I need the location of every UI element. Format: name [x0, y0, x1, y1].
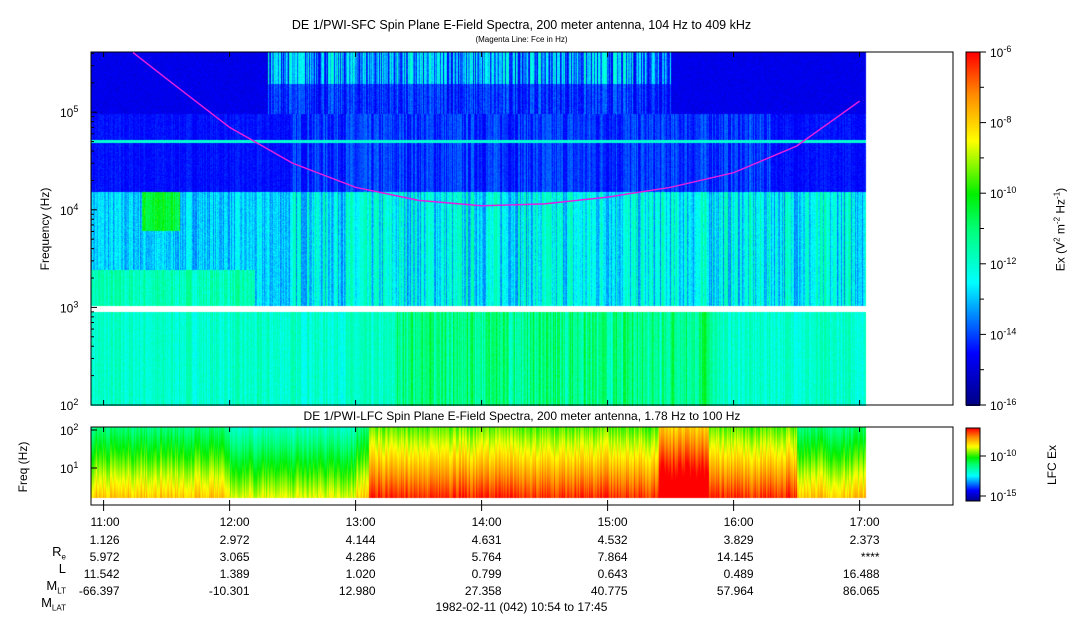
ephemeris-cell: 16:00 — [723, 515, 754, 529]
lfc-colorbar-frame — [965, 427, 981, 502]
ephemeris-cell: 11:00 — [90, 515, 120, 529]
ephemeris-cell: 27.358 — [464, 584, 502, 598]
ephemeris-cell: 2.373 — [849, 533, 880, 547]
sfc-title: DE 1/PWI-SFC Spin Plane E-Field Spectra,… — [291, 18, 752, 32]
sfc-ytick-label: 103 — [60, 299, 78, 315]
ephemeris-cell: 1.389 — [219, 567, 250, 581]
ephemeris-cell: 4.532 — [597, 533, 628, 547]
sfc-spectrogram — [91, 52, 953, 406]
sfc-ytick-label: 102 — [60, 397, 78, 413]
sfc-colorbar-frame — [965, 51, 981, 406]
colorbar-tick-label: 10-16 — [990, 397, 1016, 413]
ephemeris-cell: 0.643 — [597, 567, 628, 581]
lfc-ytick-label: 101 — [60, 460, 78, 476]
ephemeris-cell: -66.397 — [78, 584, 120, 598]
ephemeris-label-mlat: MLAT — [41, 595, 66, 613]
colorbar-tick-label: 10-10 — [990, 185, 1016, 201]
ephemeris-cell: 7.864 — [597, 550, 628, 564]
ephemeris-cell: 3.065 — [219, 550, 250, 564]
ephemeris-label-re: Re — [52, 544, 66, 562]
sfc-ytick-label: 104 — [60, 202, 78, 218]
ephemeris-cell: 1.126 — [89, 533, 120, 547]
ephemeris-cell: 40.775 — [590, 584, 628, 598]
lfc-frame — [90, 426, 954, 506]
ephemeris-cell: 3.829 — [723, 533, 754, 547]
colorbar-tick-label: 10-8 — [990, 115, 1011, 131]
ephemeris-cell: 14.145 — [716, 550, 754, 564]
sfc-colorbar — [966, 52, 980, 406]
lfc-title: DE 1/PWI-LFC Spin Plane E-Field Spectra,… — [303, 409, 741, 423]
colorbar-tick-label: 10-6 — [990, 44, 1011, 60]
ephemeris-cell: 14:00 — [471, 515, 502, 529]
ephemeris-cell: 4.144 — [345, 533, 376, 547]
footer-time-range: 1982-02-11 (042) 10:54 to 17:45 — [435, 600, 608, 614]
sfc-ytick-label: 105 — [60, 104, 78, 120]
ephemeris-cell: 0.799 — [471, 567, 502, 581]
lfc-colorbar — [966, 428, 980, 501]
sfc-subtitle: (Magenta Line: Fce in Hz) — [475, 35, 568, 44]
lfc-colorbar-tick-label: 10-15 — [990, 488, 1016, 504]
sfc-frame — [90, 51, 954, 406]
ephemeris-cell: 4.286 — [345, 550, 376, 564]
ephemeris-cell: 11.542 — [83, 567, 120, 581]
ephemeris-cell: 16.488 — [842, 567, 880, 581]
ephemeris-cell: 15:00 — [597, 515, 628, 529]
ephemeris-cell: 4.631 — [471, 533, 502, 547]
ephemeris-cell: 13:00 — [345, 515, 376, 529]
ephemeris-cell: -10.301 — [208, 584, 250, 598]
lfc-ytick-label: 102 — [60, 422, 78, 438]
ephemeris-cell: 57.964 — [716, 584, 754, 598]
ephemeris-cell: 1.020 — [345, 567, 376, 581]
ephemeris-label-mlt: MLT — [46, 578, 66, 596]
ephemeris-cell: 5.972 — [89, 550, 120, 564]
lfc-spectrogram — [91, 427, 953, 505]
ephemeris-cell: 12:00 — [219, 515, 250, 529]
ephemeris-cell: 86.065 — [842, 584, 880, 598]
ephemeris-cell: 17:00 — [849, 515, 880, 529]
ephemeris-cell: 12.980 — [338, 584, 376, 598]
ephemeris-cell: 2.972 — [219, 533, 250, 547]
ephemeris-label-l: L — [58, 561, 66, 576]
fce-line — [132, 51, 861, 207]
lfc-colorbar-tick-label: 10-10 — [990, 448, 1016, 464]
ephemeris-cell: 0.489 — [723, 567, 754, 581]
colorbar-tick-label: 10-12 — [990, 256, 1016, 272]
colorbar-tick-label: 10-14 — [990, 326, 1016, 342]
ephemeris-cell: **** — [860, 550, 880, 564]
ephemeris-cell: 5.764 — [471, 550, 502, 564]
